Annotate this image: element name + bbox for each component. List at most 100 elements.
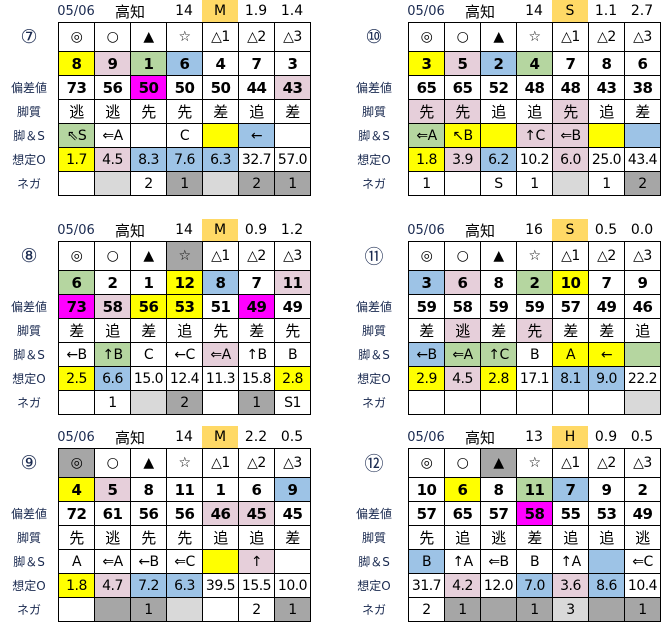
running-style-row: 先先追追先追差 (408, 99, 661, 124)
grid-cell: 10.0 (274, 573, 311, 598)
grid-cell: △3 (274, 241, 311, 271)
grid-cell: △2 (588, 241, 625, 271)
race-number: ⑩ (365, 25, 383, 48)
index-value-2: 1.2 (280, 222, 304, 238)
grid-cell: B (408, 549, 445, 574)
grid-cell: 2.9 (408, 366, 445, 391)
grid-cell: 7.6 (166, 147, 203, 172)
grid-cell: 4 (516, 51, 553, 76)
grid-cell: 11 (166, 477, 203, 502)
grid-cell: 1 (202, 477, 239, 502)
grid-cell: △2 (588, 22, 625, 52)
grid-cell (480, 390, 517, 415)
grid-cell: △3 (624, 22, 661, 52)
grid-cell: 差 (588, 318, 625, 343)
grid-cell: 先 (444, 99, 481, 124)
row-label: 想定O (357, 152, 391, 167)
grid-cell: 1 (444, 597, 481, 622)
grid-cell: 5 (444, 51, 481, 76)
grid-cell: 9.0 (588, 366, 625, 391)
grid-cell: ⇐C (624, 549, 661, 574)
grid-cell: 3 (408, 270, 445, 295)
grid-cell (624, 123, 661, 148)
grid-cell: ▲ (480, 22, 517, 52)
grid-cell: 逃 (58, 99, 95, 124)
grid-cell: 追 (480, 99, 517, 124)
grid-cell: 8.6 (588, 573, 625, 598)
grid-cell: 先 (130, 99, 167, 124)
grid-cell: 6 (444, 477, 481, 502)
grid-cell: 8 (202, 270, 239, 295)
grid-cell: 1 (516, 597, 553, 622)
venue: 高知 (464, 2, 495, 21)
grid-cell: ○ (94, 448, 131, 478)
grid-cell: 4 (58, 477, 95, 502)
grid-cell: △3 (274, 448, 311, 478)
grid-cell: 12 (166, 270, 203, 295)
grid-cell: 1 (624, 597, 661, 622)
race-table: 05/06 高知 14 M 0.9 1.2 ⑧ 偏差値 脚質 脚＆S 想定O ネガ ◎ ○ ▲ ☆ △1 △2 △3… (0, 219, 311, 415)
grid-cell: 57 (408, 501, 445, 526)
grid-cell: 58 (444, 294, 481, 319)
grid-cell: 55 (552, 501, 589, 526)
horse-number-row: 10 6 8 11 7 9 2 (408, 477, 661, 502)
grid-cell: 逃 (444, 318, 481, 343)
grid-cell: 58 (516, 501, 553, 526)
grid-cell: 差 (130, 318, 167, 343)
grid-cell: ←C (166, 342, 203, 367)
grid-cell: 差 (58, 318, 95, 343)
grid-cell: 逃 (94, 525, 131, 550)
grid-cell: 追 (202, 525, 239, 550)
style-speed-row: B ↑A ⇐B B ↑A ⇐C (408, 549, 661, 574)
venue: 高知 (114, 2, 145, 21)
grid-cell: ◎ (408, 241, 445, 271)
style-speed-row: ⇖S ⇐A C ← (58, 123, 311, 148)
race-table: 05/06 高知 16 S 0.5 0.0 ⑪ 偏差値 脚質 脚＆S 想定O ネガ ◎ ○ ▲ ☆ △1 △2 △3… (340, 219, 661, 415)
grid-cell: 9 (588, 477, 625, 502)
grid-cell (444, 171, 481, 196)
prediction-grid: ◎ ○ ▲ ☆ △1 △2 △3 3 6 8 2 10 7 9 59 58 59 59 57 49 46 差逃差先差差追 ←… (408, 241, 661, 415)
grid-cell: 先 (130, 525, 167, 550)
race-table: 05/06 高知 13 H 0.9 0.5 ⑫ 偏差値 脚質 脚＆S 想定O ネガ ◎ ○ ▲ ☆ △1 △2 △3… (340, 426, 661, 622)
race-date: 05/06 (407, 222, 445, 238)
grid-cell (624, 342, 661, 367)
grid-cell: 3 (552, 597, 589, 622)
grid-cell: 6.6 (94, 366, 131, 391)
grid-cell: △1 (202, 22, 239, 52)
grid-cell: 4 (202, 51, 239, 76)
running-style-row: 先逃先先追追差 (58, 525, 311, 550)
grid-cell: ⇐A (408, 123, 445, 148)
grid-cell: 45 (238, 501, 275, 526)
grid-cell: B (516, 342, 553, 367)
grid-cell: 59 (408, 294, 445, 319)
grid-cell: △3 (274, 22, 311, 52)
grid-cell: ◎ (408, 22, 445, 52)
grid-cell: 3.6 (552, 573, 589, 598)
race-number: ⑨ (20, 451, 38, 474)
running-style-row: 差追差追先差先 (58, 318, 311, 343)
grid-cell: 1 (408, 171, 445, 196)
grid-cell (130, 390, 167, 415)
race-header: 05/06 高知 16 S 0.5 0.0 (340, 219, 661, 241)
horse-number-row: 3 6 8 2 10 7 9 (408, 270, 661, 295)
grid-cell: ↑A (552, 549, 589, 574)
index-value-1: 2.2 (244, 429, 268, 445)
grid-cell: 38 (624, 75, 661, 100)
expected-odds-row: 1.7 4.5 8.3 7.6 6.3 32.7 57.0 (58, 147, 311, 172)
prediction-grid: ◎ ○ ▲ ☆ △1 △2 △3 3 5 2 4 7 8 6 65 65 52 48 48 43 38 先先追追先追差 ⇐A… (408, 22, 661, 196)
grid-cell: A (552, 342, 589, 367)
grid-cell: 6 (238, 477, 275, 502)
grid-cell: ○ (444, 22, 481, 52)
grid-cell: ⇐C (166, 549, 203, 574)
symbol-row: ◎ ○ ▲ ☆ △1 △2 △3 (58, 448, 311, 478)
grid-cell: 7 (238, 51, 275, 76)
row-label: 脚＆S (13, 347, 45, 362)
grid-cell: 1 (274, 597, 311, 622)
grid-cell: 追 (552, 525, 589, 550)
grid-cell: △2 (238, 22, 275, 52)
grid-cell: 49 (238, 294, 275, 319)
index-value-2: 0.0 (630, 222, 654, 238)
grid-cell: 8 (480, 477, 517, 502)
grid-cell: 差 (202, 99, 239, 124)
prediction-grid: ◎ ○ ▲ ☆ △1 △2 △3 6 2 1 12 8 7 11 73 58 56 53 51 49 49 差追差追先差先… (58, 241, 311, 415)
